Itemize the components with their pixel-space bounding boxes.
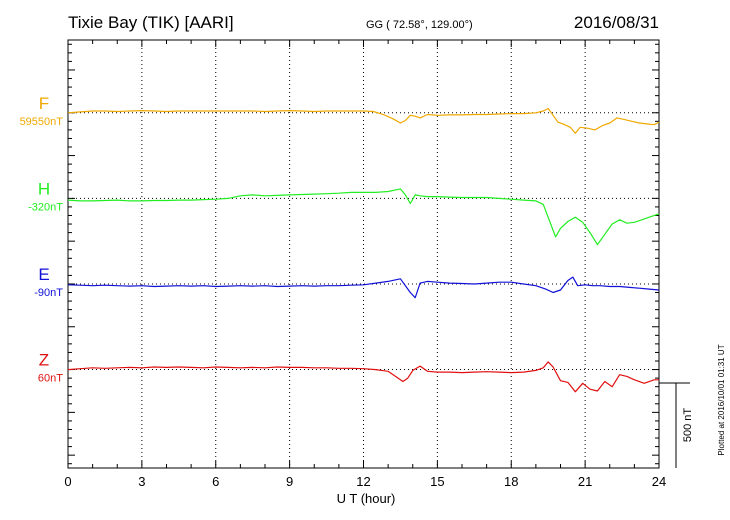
plotted-timestamp: Plotted at 2016/10/01 01:31 UT — [717, 344, 726, 455]
x-tick-label: 0 — [64, 474, 71, 489]
series-name-h: H — [38, 179, 50, 198]
series-baseline-h: -320nT — [28, 201, 63, 213]
scale-bar-label: 500 nT — [682, 408, 694, 443]
series-baseline-e: -90nT — [34, 287, 63, 299]
x-tick-label: 18 — [504, 474, 518, 489]
series-baseline-z: 60nT — [38, 373, 63, 385]
x-tick-label: 3 — [138, 474, 145, 489]
series-line-f — [67, 107, 660, 134]
grid-lines — [68, 40, 659, 468]
x-tick-labels: 0 3 6 9 12 15 18 21 24 — [64, 474, 666, 489]
series-line-e — [67, 276, 660, 299]
x-tick-label: 24 — [652, 474, 666, 489]
axis-ticks — [67, 40, 660, 468]
x-tick-label: 6 — [212, 474, 219, 489]
series-line-z — [67, 361, 659, 393]
x-tick-label: 15 — [430, 474, 444, 489]
x-tick-label: 12 — [356, 474, 370, 489]
x-tick-label: 9 — [286, 474, 293, 489]
series-group — [67, 107, 660, 393]
series-baseline-f: 59550nT — [20, 116, 64, 128]
series-line-h — [67, 188, 660, 246]
x-tick-label: 21 — [578, 474, 592, 489]
series-name-z: Z — [39, 351, 49, 370]
series-name-f: F — [39, 94, 49, 113]
station-title: Tixie Bay (TIK) [AARI] — [68, 13, 234, 32]
scale-bar: 500 nT — [659, 382, 694, 468]
series-labels: F 59550nT H -320nT E -90nT Z 60nT — [20, 94, 64, 385]
x-axis-label: U T (hour) — [337, 491, 396, 506]
date-label: 2016/08/31 — [574, 13, 659, 32]
series-name-e: E — [38, 265, 49, 284]
coords-label: GG ( 72.58°, 129.00°) — [366, 19, 473, 31]
